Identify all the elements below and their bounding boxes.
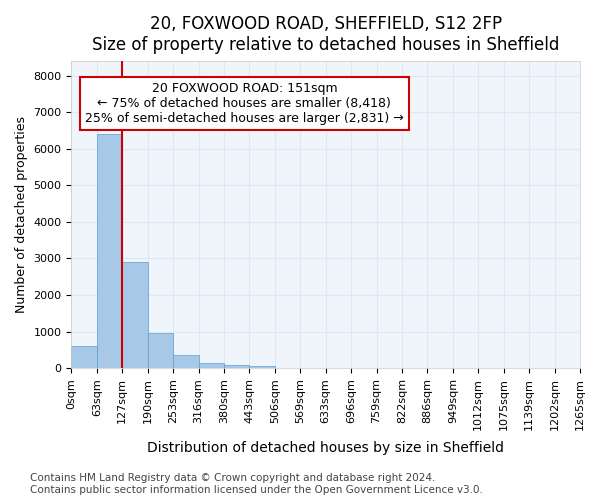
X-axis label: Distribution of detached houses by size in Sheffield: Distribution of detached houses by size … — [147, 441, 504, 455]
Bar — [148, 334, 173, 368]
Bar — [250, 366, 275, 368]
Bar — [224, 364, 250, 368]
Text: Contains HM Land Registry data © Crown copyright and database right 2024.
Contai: Contains HM Land Registry data © Crown c… — [30, 474, 483, 495]
Bar — [122, 262, 148, 368]
Y-axis label: Number of detached properties: Number of detached properties — [15, 116, 28, 313]
Bar — [71, 346, 97, 368]
Title: 20, FOXWOOD ROAD, SHEFFIELD, S12 2FP
Size of property relative to detached house: 20, FOXWOOD ROAD, SHEFFIELD, S12 2FP Siz… — [92, 15, 559, 54]
Text: 20 FOXWOOD ROAD: 151sqm
← 75% of detached houses are smaller (8,418)
25% of semi: 20 FOXWOOD ROAD: 151sqm ← 75% of detache… — [85, 82, 404, 126]
Bar — [97, 134, 122, 368]
Bar — [173, 356, 199, 368]
Bar — [199, 362, 224, 368]
